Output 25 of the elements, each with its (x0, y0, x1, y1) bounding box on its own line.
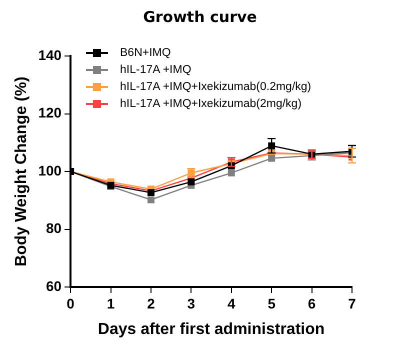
x-axis-title: Days after first administration (98, 320, 325, 338)
x-tick-label: 3 (187, 295, 196, 312)
legend-label: hIL-17A +IMQ+Ixekizumab(0.2mg/kg) (120, 80, 312, 92)
y-tick-label: 60 (46, 278, 62, 294)
y-axis-title: Body Weight Change (%) (13, 76, 30, 266)
x-tick-label: 1 (106, 295, 115, 312)
y-tick-label: 80 (46, 220, 62, 236)
x-tick-label: 5 (268, 295, 276, 312)
y-tick-label: 140 (38, 46, 62, 63)
y-tick-label: 120 (38, 104, 62, 121)
x-tick-label: 6 (308, 295, 316, 312)
y-tick-label: 100 (38, 162, 62, 178)
point (147, 196, 154, 204)
point (228, 169, 235, 176)
chart-title: Growth curve (142, 8, 258, 26)
point (268, 142, 276, 150)
legend-label: hIL-17A +IMQ (120, 64, 192, 76)
x-tick-label: 4 (227, 295, 236, 312)
x-tick-label: 0 (66, 295, 75, 312)
legend-label: B6N+IMQ (120, 46, 171, 58)
point (188, 178, 195, 186)
x-tick-label: 2 (147, 295, 156, 312)
legend-label: hIL-17A +IMQ+Ixekizumab(2mg/kg) (120, 98, 302, 110)
point (268, 154, 276, 162)
x-tick-label: 7 (348, 295, 356, 312)
